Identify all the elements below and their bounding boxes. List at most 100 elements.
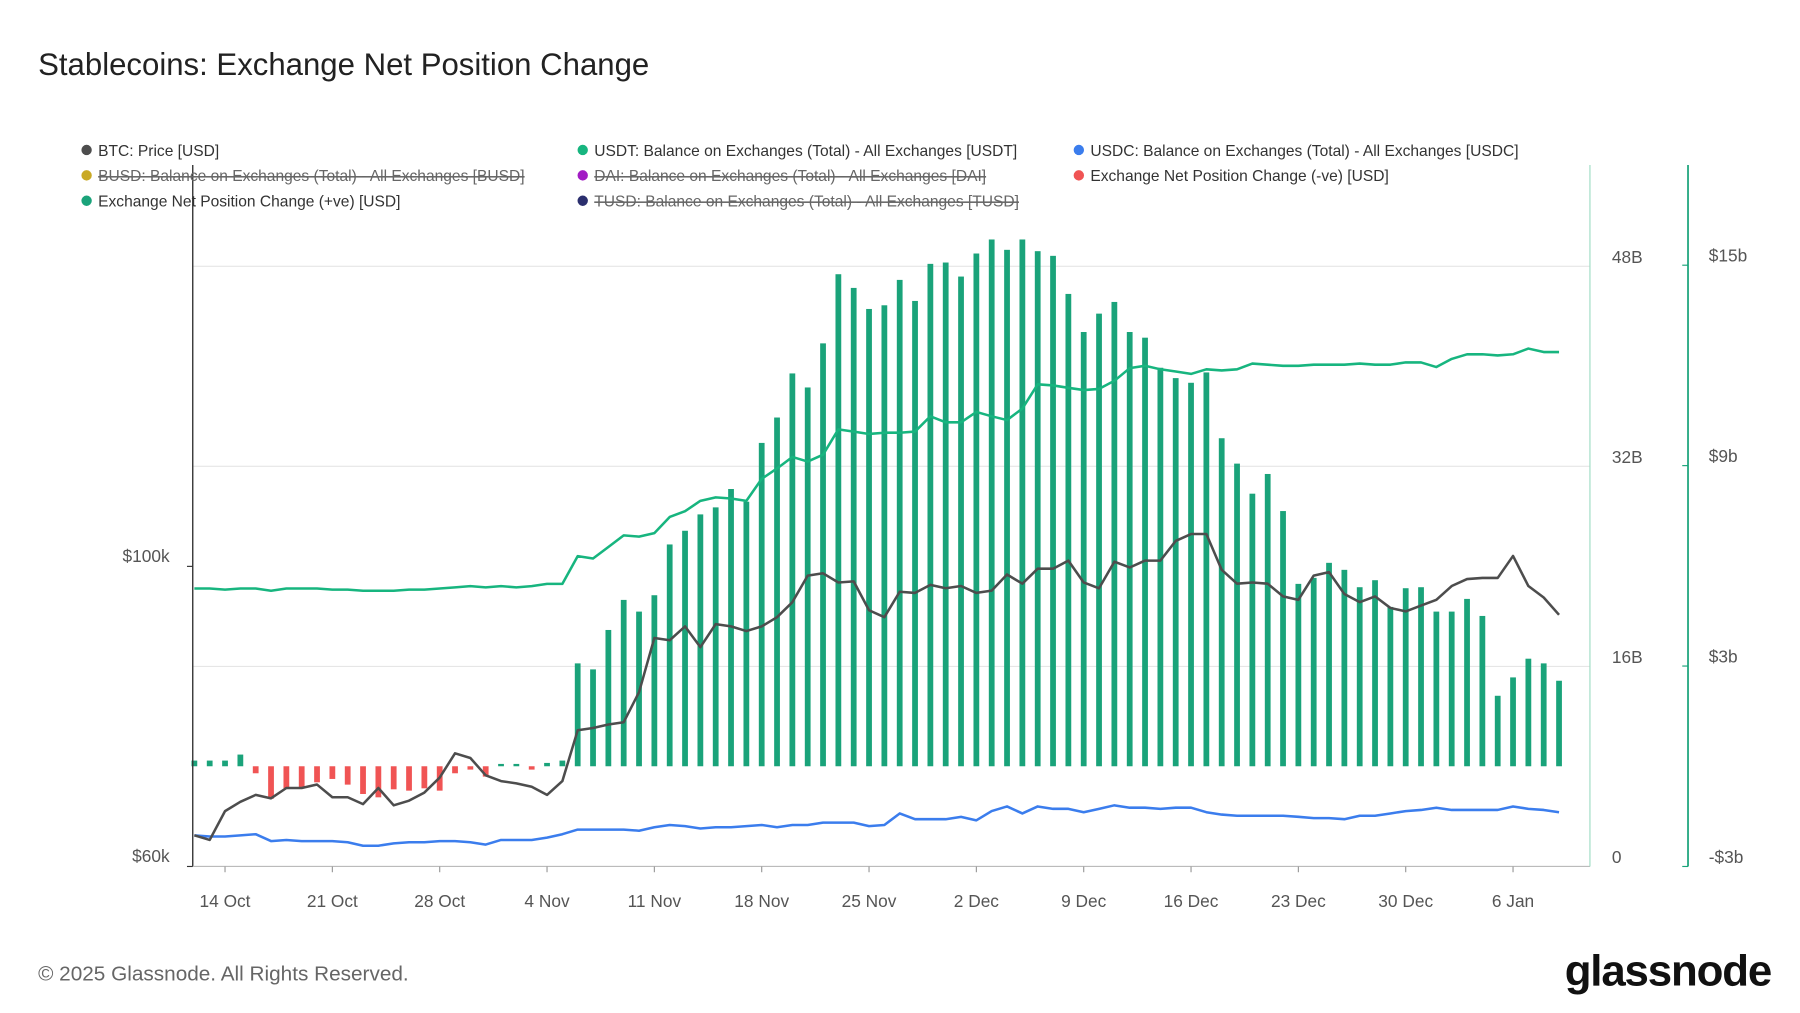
bar — [942, 262, 949, 767]
bar — [1142, 337, 1148, 767]
bar — [758, 442, 765, 767]
bar — [820, 343, 826, 767]
bar — [1494, 695, 1501, 767]
bar — [1356, 587, 1363, 767]
bar — [375, 766, 382, 798]
bar — [1418, 587, 1424, 767]
y-tick-label: $60k — [132, 846, 170, 866]
bar — [1034, 251, 1041, 767]
x-tick-label: 18 Nov — [734, 891, 789, 911]
bar — [574, 663, 581, 767]
bar — [1157, 367, 1164, 767]
x-tick-label: 14 Oct — [200, 891, 251, 911]
bar — [1387, 606, 1394, 767]
y2-tick-label: 32B — [1612, 447, 1643, 467]
bar — [1540, 663, 1547, 767]
bar — [789, 373, 796, 767]
legend-label: DAI: Balance on Exchanges (Total) - All … — [594, 168, 986, 185]
bar — [1234, 463, 1240, 767]
axes: $60k $100k 0 16B 32B 48B -$3b $3b $9b $15b 14 Oct 2… — [123, 164, 1747, 911]
bar — [1448, 611, 1455, 767]
legend-marker — [81, 144, 92, 156]
bar — [1004, 249, 1010, 767]
bar — [1556, 680, 1562, 767]
legend-item[interactable]: DAI: Balance on Exchanges (Total) - All … — [577, 168, 987, 185]
bar — [1479, 615, 1486, 767]
y2-tick-label: 48B — [1612, 247, 1643, 267]
legend-label: USDT: Balance on Exchanges (Total) - All… — [594, 143, 1017, 160]
bar — [498, 763, 504, 767]
legend-item[interactable]: BTC: Price [USD] — [81, 143, 219, 160]
bar — [774, 417, 780, 767]
legend-item[interactable]: USDT: Balance on Exchanges (Total) - All… — [577, 143, 1018, 160]
bar — [1295, 583, 1302, 767]
bar — [1126, 332, 1133, 767]
legend-item[interactable]: Exchange Net Position Change (-ve) [USD] — [1073, 168, 1389, 185]
bar — [605, 629, 612, 767]
bar — [390, 766, 397, 790]
bar — [1050, 255, 1056, 767]
bar — [682, 530, 688, 767]
x-tick-label: 23 Dec — [1271, 891, 1326, 911]
y2-tick-label: 0 — [1612, 847, 1622, 867]
bar — [1326, 562, 1332, 767]
legend-marker — [1073, 144, 1085, 156]
bars — [191, 239, 1562, 799]
bar — [973, 253, 980, 767]
bar — [329, 766, 336, 779]
bar — [283, 766, 290, 789]
bar — [298, 766, 305, 787]
bar — [344, 766, 351, 785]
bar — [559, 760, 566, 767]
bar — [1019, 239, 1026, 767]
legend-marker — [81, 170, 92, 181]
bar — [1341, 569, 1348, 767]
bar — [1080, 332, 1087, 767]
legend-label: USDC: Balance on Exchanges (Total) - All… — [1090, 143, 1518, 160]
legend-label: Exchange Net Position Change (+ve) [USD] — [98, 194, 400, 211]
bar — [513, 763, 520, 767]
legend-item[interactable]: Exchange Net Position Change (+ve) [USD] — [81, 194, 400, 211]
legend-marker — [577, 195, 588, 206]
legend-label: BTC: Price [USD] — [98, 143, 219, 160]
bar — [666, 544, 673, 767]
bar — [1525, 658, 1532, 767]
bar — [1402, 588, 1409, 767]
y2-tick-label: 16B — [1612, 647, 1643, 667]
legend: BTC: Price [USD] USDT: Balance on Exchang… — [81, 143, 1519, 211]
bar — [620, 599, 627, 767]
chart-title: Stablecoins: Exchange Net Position Chang… — [38, 47, 649, 82]
bar — [1218, 438, 1225, 767]
bar — [1111, 301, 1118, 767]
x-tick-label: 16 Dec — [1164, 891, 1219, 911]
brand-logo: glassnode — [1565, 946, 1771, 995]
bar — [268, 766, 274, 799]
bar — [467, 766, 474, 770]
y3-tick-label: -$3b — [1709, 847, 1744, 867]
bar — [237, 754, 244, 767]
bar — [1464, 598, 1470, 767]
line — [194, 804, 1560, 847]
bar — [1433, 611, 1440, 767]
y3-tick-label: $15b — [1709, 246, 1747, 266]
bar — [1172, 378, 1179, 767]
legend-item[interactable]: BUSD: Balance on Exchanges (Total) - All… — [81, 168, 525, 185]
legend-item[interactable]: TUSD: Balance on Exchanges (Total) - All… — [577, 194, 1019, 211]
legend-item[interactable]: USDC: Balance on Exchanges (Total) - All… — [1073, 143, 1519, 160]
bar — [206, 760, 213, 767]
y3-tick-label: $9b — [1709, 446, 1738, 466]
bar — [743, 501, 750, 767]
legend-label: TUSD: Balance on Exchanges (Total) - All… — [594, 194, 1019, 211]
x-tick-label: 4 Nov — [524, 891, 570, 911]
bar — [421, 766, 428, 789]
legend-marker — [81, 195, 92, 206]
x-tick-label: 25 Nov — [842, 891, 897, 911]
bar — [912, 300, 918, 767]
bar — [1264, 473, 1271, 767]
bar — [1310, 577, 1317, 767]
bar — [452, 766, 458, 774]
x-tick-label: 21 Oct — [307, 891, 358, 911]
bar — [958, 276, 964, 767]
bar — [850, 287, 857, 767]
